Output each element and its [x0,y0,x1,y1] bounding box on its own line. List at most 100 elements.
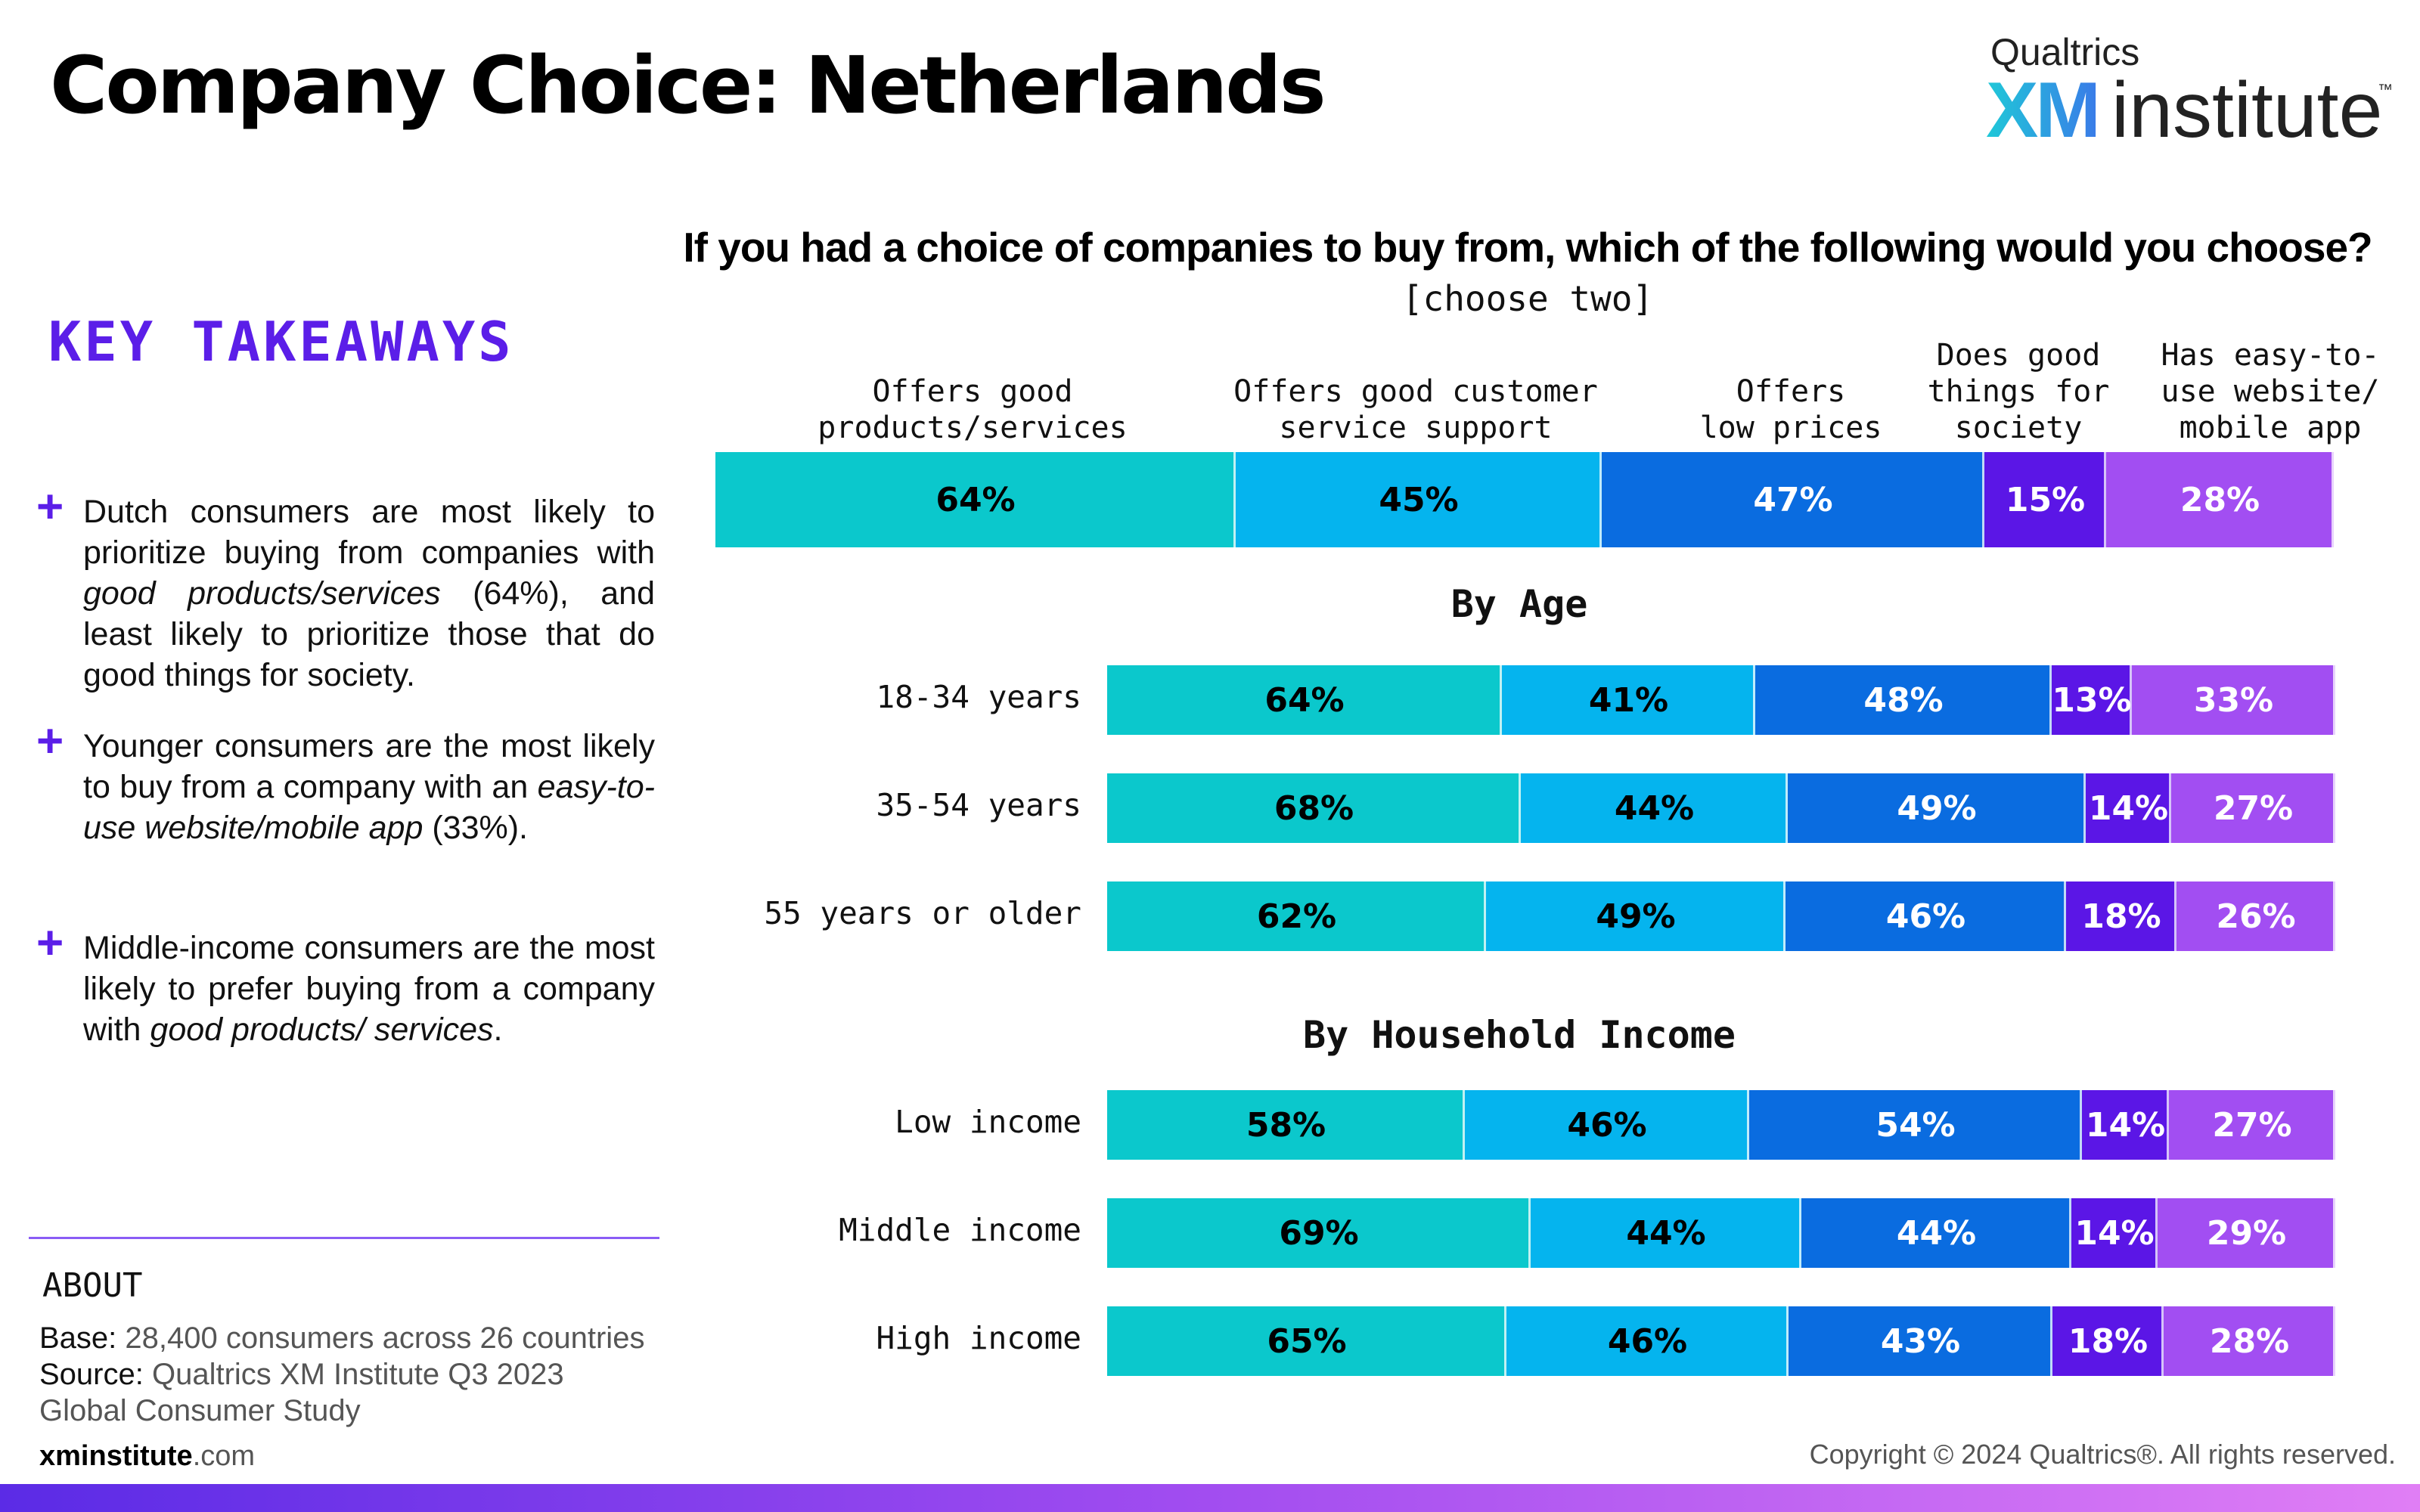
stacked-bar: 64% 45% 47% 15% 28% [715,452,2334,547]
data-label: 43% [1880,1321,1961,1361]
section-heading: By Age [1450,582,1588,626]
row-label: High income [876,1320,1081,1356]
section-heading: By Household Income [1303,1013,1736,1057]
series-label: Does good things for society [1927,338,2110,445]
bar-segment: 43% [1789,1306,2052,1376]
bar-segment: 13% [2052,665,2132,735]
data-label: 18% [2068,1321,2149,1361]
row-label: Low income [895,1104,1081,1140]
bar-segment: 18% [2052,1306,2164,1376]
chart-title: If you had a choice of companies to buy … [683,224,2372,271]
bar-segment: 62% [1107,881,1486,951]
bar-segment: 27% [2171,773,2335,843]
bar-segment: 48% [1755,665,2052,735]
data-label: 13% [2052,680,2132,720]
data-label: 49% [1897,789,1977,828]
data-label: 65% [1267,1321,1347,1361]
footer-gradient-band [0,1484,2420,1512]
data-label: 44% [1896,1213,1977,1253]
bar-segment: 29% [2158,1198,2335,1268]
about-source: Source: Qualtrics XM Institute Q3 2023 G… [39,1358,564,1427]
data-label: 26% [2216,897,2296,936]
bar-segment: 44% [1801,1198,2071,1268]
row-label: 55 years or older [764,895,1081,931]
data-label: 45% [1379,480,1459,519]
data-label: 64% [1264,680,1345,720]
about-base: Base: 28,400 consumers across 26 countri… [39,1321,645,1355]
bar-segment: 27% [2169,1090,2335,1160]
stacked-bar: 69% 44% 44% 14% 29% [1107,1198,2335,1268]
stacked-bar: 64% 41% 48% 13% 33% [1107,665,2335,735]
series-label: Offers low prices [1699,374,1882,445]
row-label: 35-54 years [876,787,1081,823]
bar-segment: 33% [2132,665,2335,735]
copyright-notice: Copyright © 2024 Qualtrics®. All rights … [1809,1439,2396,1470]
bar-segment: 58% [1107,1090,1465,1160]
data-label: 69% [1279,1213,1359,1253]
data-label: 29% [2206,1213,2287,1253]
bar-segment: 28% [2106,452,2334,547]
data-label: 47% [1753,480,1833,519]
bar-segment: 47% [1602,452,1984,547]
series-label: Offers good products/services [818,374,1128,445]
logo-trademark: ™ [2378,82,2393,98]
bar-segment: 64% [715,452,1236,547]
data-label: 68% [1274,789,1354,828]
data-label: 58% [1246,1105,1326,1145]
data-label: 46% [1567,1105,1647,1145]
takeaway-text: Dutch consumers are most likely to prior… [83,494,655,693]
about-label: ABOUT [42,1266,143,1305]
data-label: 46% [1607,1321,1688,1361]
about-divider [29,1237,659,1239]
bar-segment: 14% [2082,1090,2169,1160]
bar-segment: 18% [2066,881,2176,951]
logo-brand-text: Qualtrics [1990,31,2140,73]
plus-icon: + [36,715,64,767]
takeaway-text: Middle-income consumers are the most lik… [83,930,655,1048]
data-label: 44% [1614,789,1695,828]
bar-segment: 46% [1465,1090,1749,1160]
bar-segment: 49% [1486,881,1786,951]
data-label: 14% [2085,1105,2166,1145]
bar-segment: 44% [1521,773,1788,843]
bar-segment: 68% [1107,773,1521,843]
bar-segment: 64% [1107,665,1502,735]
data-label: 15% [2005,480,2086,519]
logo-institute-word: institute [2111,67,2383,154]
row-label: 18-34 years [876,679,1081,715]
qualtrics-xm-institute-logo: Qualtrics XM institute ™ [1986,27,2394,156]
data-label: 44% [1626,1213,1706,1253]
data-label: 54% [1876,1105,1956,1145]
site-link[interactable]: xminstitute.com [39,1440,256,1472]
stacked-bar: 65% 46% 43% 18% 28% [1107,1306,2335,1376]
data-label: 33% [2193,680,2274,720]
plus-icon: + [36,481,64,533]
key-takeaways-heading: KEY TAKEAWAYS [48,310,514,373]
data-label: 28% [2209,1321,2290,1361]
row-label: Middle income [839,1212,1081,1248]
data-label: 64% [935,480,1016,519]
data-label: 48% [1863,680,1944,720]
page-title: Company Choice: Netherlands [50,39,1326,132]
data-label: 27% [2213,789,2294,828]
about-text: Base: 28,400 consumers across 26 countri… [39,1320,659,1429]
bar-segment: 41% [1502,665,1755,735]
data-label: 27% [2212,1105,2292,1145]
data-label: 28% [2180,480,2260,519]
bar-segment: 15% [1984,452,2106,547]
data-label: 41% [1588,680,1669,720]
bar-segment: 46% [1506,1306,1789,1376]
stacked-bar: 58% 46% 54% 14% 27% [1107,1090,2335,1160]
bar-segment: 44% [1531,1198,1801,1268]
stacked-bar: 62% 49% 46% 18% 26% [1107,881,2335,951]
series-label: Offers good customer service support [1233,374,1598,445]
data-label: 49% [1596,897,1676,936]
bar-segment: 14% [2071,1198,2158,1268]
data-label: 18% [2081,897,2161,936]
bar-segment: 14% [2086,773,2171,843]
bar-segment: 46% [1786,881,2066,951]
bar-segment: 26% [2176,881,2335,951]
data-label: 14% [2074,1213,2155,1253]
data-label: 14% [2088,789,2169,828]
bar-segment: 54% [1749,1090,2082,1160]
